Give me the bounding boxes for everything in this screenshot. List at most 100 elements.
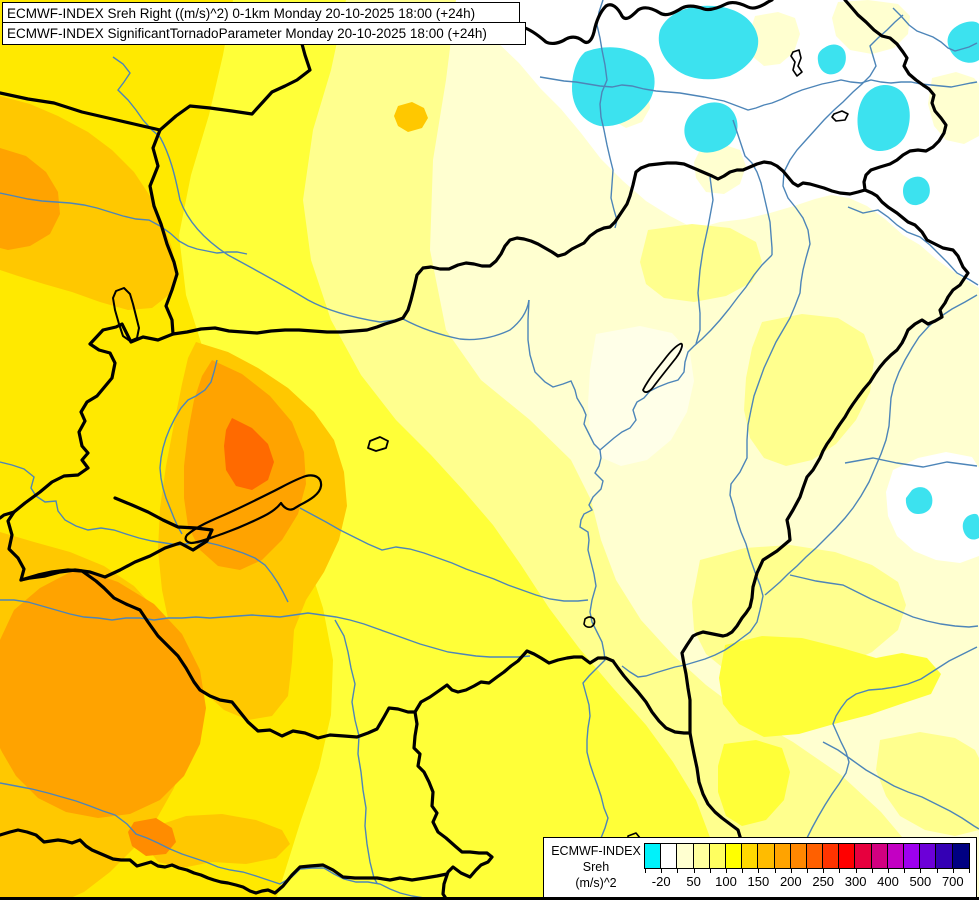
legend-tick-label: 700 xyxy=(941,874,964,889)
legend-tick xyxy=(839,868,841,873)
legend-tick-label: 100 xyxy=(715,874,737,889)
contour-region xyxy=(748,12,800,66)
legend-color-cell xyxy=(677,844,694,868)
legend-title-model: ECMWF-INDEX xyxy=(551,844,641,858)
river xyxy=(599,254,773,451)
legend-tick xyxy=(920,868,922,873)
river xyxy=(806,646,978,839)
river xyxy=(789,574,979,628)
map-title-line-1: ECMWF-INDEX Sreh Right ((m/s)^2) 0-1km M… xyxy=(2,2,520,24)
legend-tick xyxy=(790,868,792,873)
legend-color-cell xyxy=(823,844,840,868)
legend-tick xyxy=(774,868,776,873)
legend-color-cell xyxy=(904,844,921,868)
legend-tick xyxy=(807,868,808,873)
contour-region xyxy=(817,44,846,75)
legend-color-cell xyxy=(758,844,775,868)
river xyxy=(0,782,435,900)
river xyxy=(0,599,531,658)
river xyxy=(822,741,979,830)
river xyxy=(0,192,248,255)
contour-region xyxy=(0,96,176,310)
border-line xyxy=(412,710,494,900)
border-line xyxy=(6,510,26,582)
contour-region xyxy=(719,636,941,737)
border-line xyxy=(158,42,312,132)
river xyxy=(892,7,978,52)
contour-region xyxy=(588,326,694,466)
contour-region xyxy=(394,102,428,132)
river xyxy=(847,206,979,286)
contour-region xyxy=(947,21,979,63)
legend-tick xyxy=(952,868,954,873)
legend-tick xyxy=(645,868,646,873)
legend-color-cell xyxy=(774,844,791,868)
legend-color-cell xyxy=(725,844,743,868)
legend-box: ECMWF-INDEX Sreh (m/s)^2 -20 50 100 150 200 2… xyxy=(543,837,977,898)
legend-tick xyxy=(661,868,663,873)
small-lake-outline xyxy=(583,616,596,628)
legend-tick-label: 500 xyxy=(909,874,932,889)
contour-region xyxy=(694,144,746,194)
small-lake-outline xyxy=(831,110,849,122)
lake-velence-outline xyxy=(367,436,389,452)
legend-tick xyxy=(904,868,906,873)
legend-tick-label: -20 xyxy=(651,874,671,889)
legend-tick xyxy=(709,868,711,873)
contour-region xyxy=(684,102,738,153)
legend-color-cell xyxy=(839,844,856,868)
border-line xyxy=(520,0,774,46)
legend-tick-label: 300 xyxy=(844,874,867,889)
lake-neusiedl-outline xyxy=(112,287,140,342)
legend-title-units: (m/s)^2 xyxy=(575,876,617,890)
small-lake-outline xyxy=(790,49,803,77)
legend-tick xyxy=(726,868,727,873)
lake-balaton-outline xyxy=(184,474,323,545)
legend-color-cell xyxy=(920,844,937,868)
legend-color-cell xyxy=(855,844,872,868)
legend-title-parameter: Sreh xyxy=(582,860,610,874)
legend-colorbar xyxy=(644,843,970,869)
river xyxy=(695,176,714,345)
legend-color-cell xyxy=(806,844,824,868)
contour-region xyxy=(903,176,930,206)
contour-region xyxy=(876,732,979,836)
legend-color-cell xyxy=(790,844,807,868)
contour-region xyxy=(886,452,979,563)
river xyxy=(334,619,378,884)
legend-color-cell xyxy=(661,844,678,868)
legend-color-cell xyxy=(887,844,904,868)
legend-color-cell xyxy=(936,844,953,868)
contour-region xyxy=(928,72,979,144)
legend-color-cell xyxy=(742,844,759,868)
legend-tick-label: 200 xyxy=(779,874,802,889)
border-line xyxy=(843,0,948,192)
legend-tick xyxy=(936,868,938,873)
river xyxy=(299,507,589,602)
river xyxy=(596,0,618,229)
legend-tick xyxy=(871,868,873,873)
river xyxy=(732,119,773,255)
legend-tick xyxy=(855,868,857,873)
legend-tick xyxy=(693,868,695,873)
contour-region xyxy=(718,740,790,826)
legend-color-cell xyxy=(693,844,710,868)
legend-tick-label: 150 xyxy=(747,874,770,889)
legend-tick-label: 250 xyxy=(812,874,835,889)
contour-region xyxy=(857,85,910,152)
contour-region xyxy=(224,418,274,490)
river xyxy=(112,56,161,138)
river xyxy=(539,76,978,111)
legend-tick xyxy=(823,868,825,873)
legend-tick xyxy=(742,868,744,873)
contour-region xyxy=(744,314,874,466)
legend-title-block: ECMWF-INDEX Sreh (m/s)^2 xyxy=(548,843,644,891)
map-frame-bottom xyxy=(0,897,979,900)
legend-axis: -20 50 100 150 200 250 300 400 500 700 xyxy=(544,838,976,897)
border-line xyxy=(0,128,179,520)
